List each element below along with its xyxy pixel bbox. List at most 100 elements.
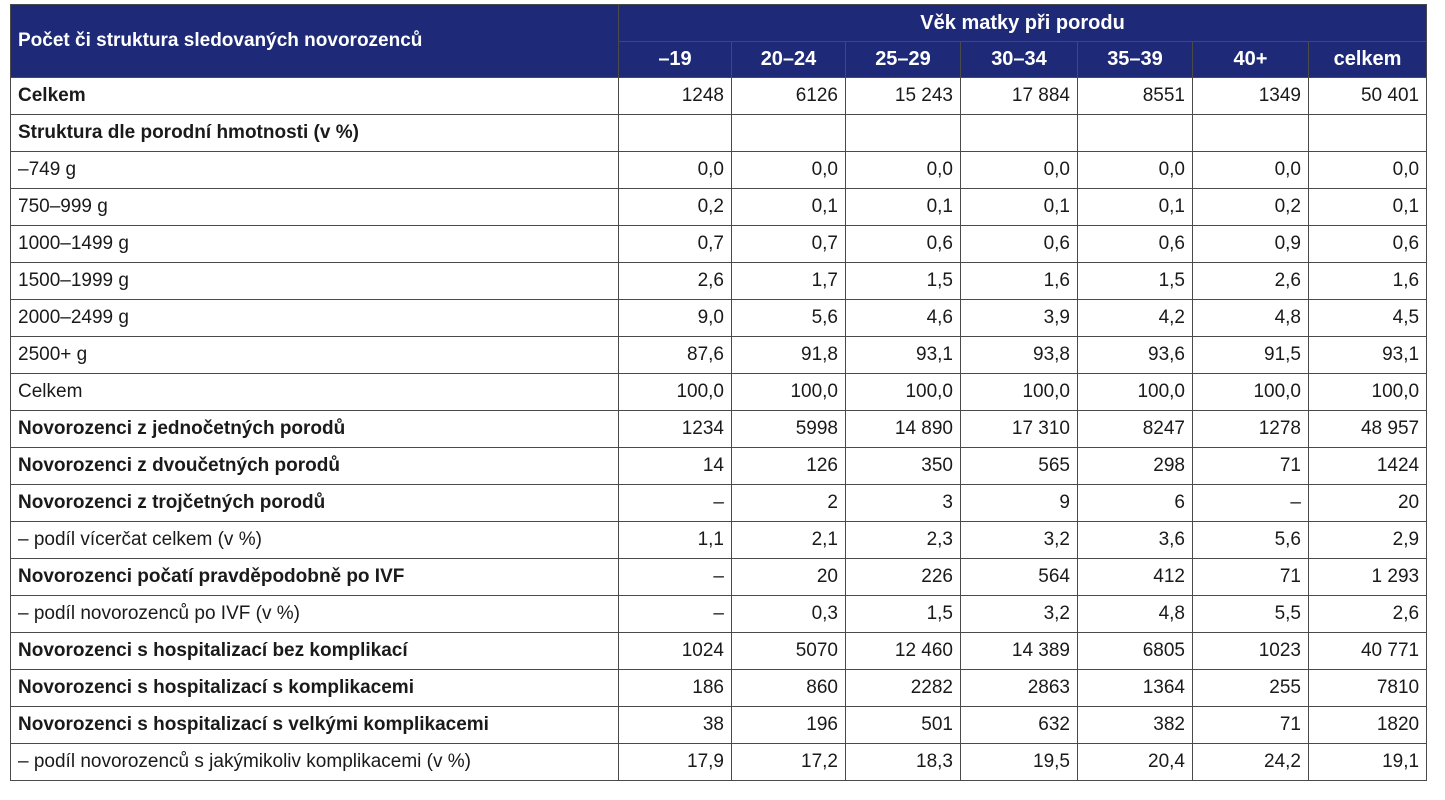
table-cell: 2282 [845,669,961,707]
table-row: –749 g 0,0 0,0 0,0 0,0 0,0 0,0 0,0 [10,151,1428,189]
table-cell: 0,1 [1077,188,1193,226]
row-label: Celkem [10,77,619,115]
table-cell: 9 [960,484,1078,522]
table-cell: 0,1 [960,188,1078,226]
table-cell: 0,1 [845,188,961,226]
table-cell: 40 771 [1307,632,1428,670]
table-cell: 0,0 [845,151,961,189]
table-cell: 50 401 [1307,77,1428,115]
column-header: 30–34 [960,41,1078,78]
table-cell: 19,5 [960,743,1078,781]
table-cell: 0,0 [1307,151,1428,189]
table-cell: 1,6 [1307,262,1428,300]
table-cell: 93,1 [1307,336,1428,374]
table-cell: 93,1 [845,336,961,374]
age-group-header: Věk matky při porodu [617,4,1428,42]
table-cell: 87,6 [618,336,732,374]
age-columns-header-row: –19 20–24 25–29 30–34 35–39 40+ celkem [11,41,1428,78]
table-cell: 0,6 [1307,225,1428,263]
table-cell: 93,6 [1077,336,1193,374]
table-cell: 0,0 [960,151,1078,189]
table-cell: 71 [1192,447,1309,485]
table-cell: 1248 [618,77,732,115]
table-cell: 8247 [1077,410,1193,448]
table-cell: 1278 [1192,410,1309,448]
newborn-statistics-table: Počet či struktura sledovaných novorozen… [10,4,1428,781]
table-cell: 2,3 [845,521,961,559]
table-cell: 100,0 [1307,373,1428,411]
table-cell: 412 [1077,558,1193,596]
table-cell: 0,7 [731,225,846,263]
table-cell: 5,6 [731,299,846,337]
table-cell: 226 [845,558,961,596]
table-cell: 0,0 [1077,151,1193,189]
row-label: – podíl novorozenců s jakýmikoliv kompli… [10,743,619,781]
row-label: 1500–1999 g [10,262,619,300]
table-cell: 93,8 [960,336,1078,374]
table-cell: 298 [1077,447,1193,485]
column-header: 25–29 [845,41,961,78]
table-cell: 12 460 [845,632,961,670]
table-cell: 632 [960,706,1078,744]
row-label: – podíl vícerčat celkem (v %) [10,521,619,559]
table-cell: 3,6 [1077,521,1193,559]
table-cell [1307,114,1428,152]
table-cell: 0,6 [1077,225,1193,263]
table-cell: 4,6 [845,299,961,337]
table-cell: – [618,595,732,633]
table-cell: 1,7 [731,262,846,300]
row-label: 750–999 g [10,188,619,226]
column-header: 20–24 [731,41,846,78]
table-row: Struktura dle porodní hmotnosti (v %) [10,114,1428,152]
table-cell: 1424 [1307,447,1428,485]
table-cell: 6805 [1077,632,1193,670]
table-cell: 5,5 [1192,595,1309,633]
table-cell: 126 [731,447,846,485]
table-cell: 4,5 [1307,299,1428,337]
table-cell: 0,6 [960,225,1078,263]
table-cell [1192,114,1309,152]
table-cell: 17,2 [731,743,846,781]
table-cell: 14 389 [960,632,1078,670]
table-cell: 20 [1307,484,1428,522]
table-cell: 6 [1077,484,1193,522]
table-cell: – [618,558,732,596]
table-cell: 3,2 [960,521,1078,559]
table-cell: 1234 [618,410,732,448]
table-cell: 0,9 [1192,225,1309,263]
table-cell [845,114,961,152]
table-cell: 5070 [731,632,846,670]
row-label: Novorozenci s hospitalizací s komplikace… [10,669,619,707]
table-cell: 1349 [1192,77,1309,115]
table-cell: 100,0 [960,373,1078,411]
table-row: Novorozenci počatí pravděpodobně po IVF –… [10,558,1428,596]
table-cell: 1023 [1192,632,1309,670]
row-label: Novorozenci počatí pravděpodobně po IVF [10,558,619,596]
table-cell: 5,6 [1192,521,1309,559]
row-label: Novorozenci s hospitalizací s velkými ko… [10,706,619,744]
table-cell: 71 [1192,706,1309,744]
table-cell: 2,6 [1307,595,1428,633]
row-label: 1000–1499 g [10,225,619,263]
table-row: 2500+ g 87,6 91,8 93,1 93,8 93,6 91,5 93,1 [10,336,1428,374]
table-cell [1077,114,1193,152]
table-cell: 100,0 [731,373,846,411]
table-cell: 1024 [618,632,732,670]
table-cell: 1 293 [1307,558,1428,596]
table-cell: 565 [960,447,1078,485]
row-label: –749 g [10,151,619,189]
table-cell: 0,7 [618,225,732,263]
table-cell: 0,6 [845,225,961,263]
table-cell: 38 [618,706,732,744]
table-cell: 20,4 [1077,743,1193,781]
table-cell: 1820 [1307,706,1428,744]
table-cell: 2,6 [618,262,732,300]
column-header: celkem [1307,41,1428,78]
table-cell: 3,9 [960,299,1078,337]
table-body: Celkem 1248 6126 15 243 17 884 8551 1349 50 401… [10,77,1428,781]
table-cell: 0,0 [731,151,846,189]
table-row: Celkem 100,0 100,0 100,0 100,0 100,0 100,0 100,… [10,373,1428,411]
table-cell: – [618,484,732,522]
table-cell: 1,5 [845,262,961,300]
table-cell: 17 884 [960,77,1078,115]
